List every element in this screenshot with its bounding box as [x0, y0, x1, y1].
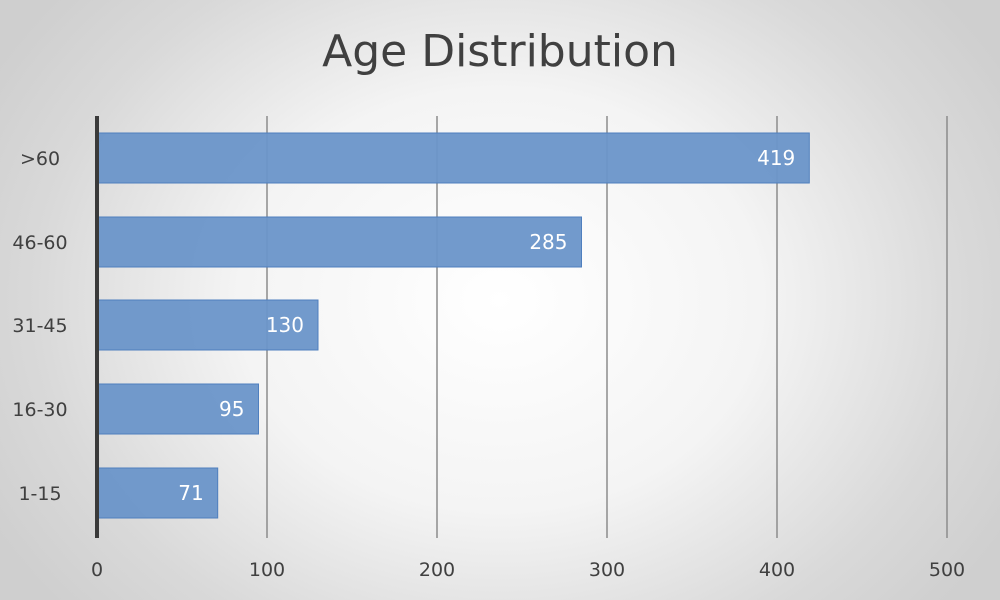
x-tick-label: 500: [929, 559, 965, 581]
bar: [96, 383, 259, 435]
chart-title: Age Distribution: [322, 26, 678, 77]
y-tick-label: 16-30: [12, 399, 67, 421]
x-tick-label: 0: [91, 559, 103, 581]
data-label: 95: [219, 397, 244, 421]
data-label: 71: [178, 481, 203, 505]
y-tick-label: >60: [20, 148, 60, 170]
bar: [96, 299, 319, 351]
y-tick-label: 1-15: [18, 483, 61, 505]
x-tick-label: 100: [249, 559, 285, 581]
bar: [96, 216, 582, 268]
data-label: 285: [529, 230, 567, 254]
y-tick-label: 31-45: [12, 315, 67, 337]
data-label: 419: [757, 146, 795, 170]
data-label: 130: [266, 313, 304, 337]
x-tick-label: 400: [759, 559, 795, 581]
x-tick-label: 300: [589, 559, 625, 581]
x-tick-label: 200: [419, 559, 455, 581]
y-tick-label: 46-60: [12, 232, 67, 254]
bar: [96, 132, 810, 184]
